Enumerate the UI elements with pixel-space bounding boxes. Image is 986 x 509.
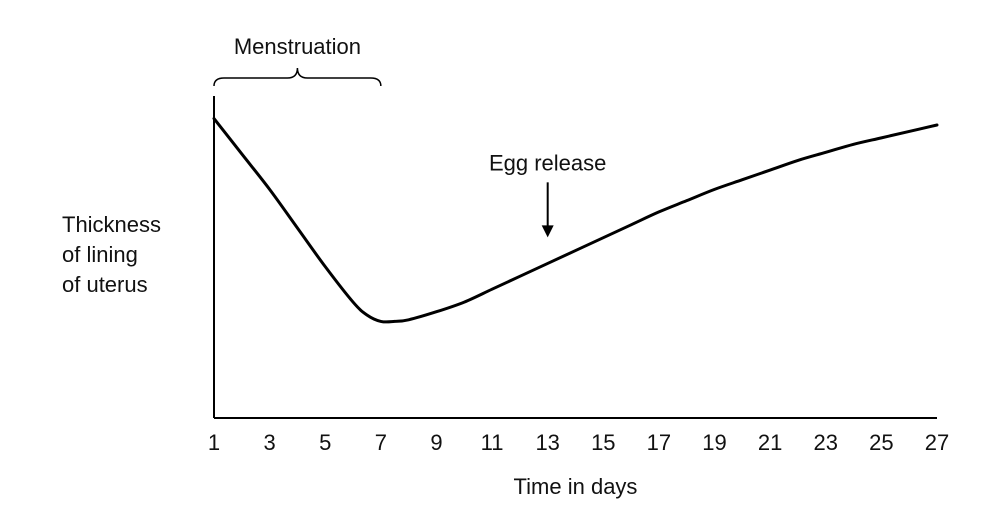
x-tick-label: 9 <box>430 430 442 455</box>
y-axis-title-line-2: of lining <box>62 242 138 267</box>
egg-release-label: Egg release <box>489 150 606 175</box>
x-axis-title: Time in days <box>514 474 638 499</box>
x-tick-label: 13 <box>535 430 559 455</box>
series-line-0 <box>212 117 939 324</box>
y-axis-title-line-3: of uterus <box>62 272 148 297</box>
x-tick-label: 27 <box>925 430 949 455</box>
x-tick-labels: 1 3 5 7 9 11 13 15 17 19 21 23 25 27 <box>208 430 949 455</box>
menstruation-brace <box>213 67 382 87</box>
x-tick-label: 3 <box>263 430 275 455</box>
x-tick-label: 23 <box>814 430 838 455</box>
x-tick-label: 1 <box>208 430 220 455</box>
x-tick-label: 11 <box>481 430 504 455</box>
x-tick-label: 21 <box>758 430 782 455</box>
x-tick-label: 15 <box>591 430 615 455</box>
x-tick-label: 19 <box>702 430 726 455</box>
series-group <box>212 117 939 324</box>
y-axis-title-line-1: Thickness <box>62 212 161 237</box>
x-tick-label: 25 <box>869 430 893 455</box>
x-tick-label: 17 <box>647 430 671 455</box>
x-tick-label: 5 <box>319 430 331 455</box>
x-tick-label: 7 <box>375 430 387 455</box>
egg-release-arrow-head <box>541 225 554 238</box>
menstruation-label: Menstruation <box>234 34 361 59</box>
axes <box>213 96 937 419</box>
annotations: Menstruation Egg release <box>213 34 606 238</box>
y-axis-title: Thickness of lining of uterus <box>62 212 161 297</box>
